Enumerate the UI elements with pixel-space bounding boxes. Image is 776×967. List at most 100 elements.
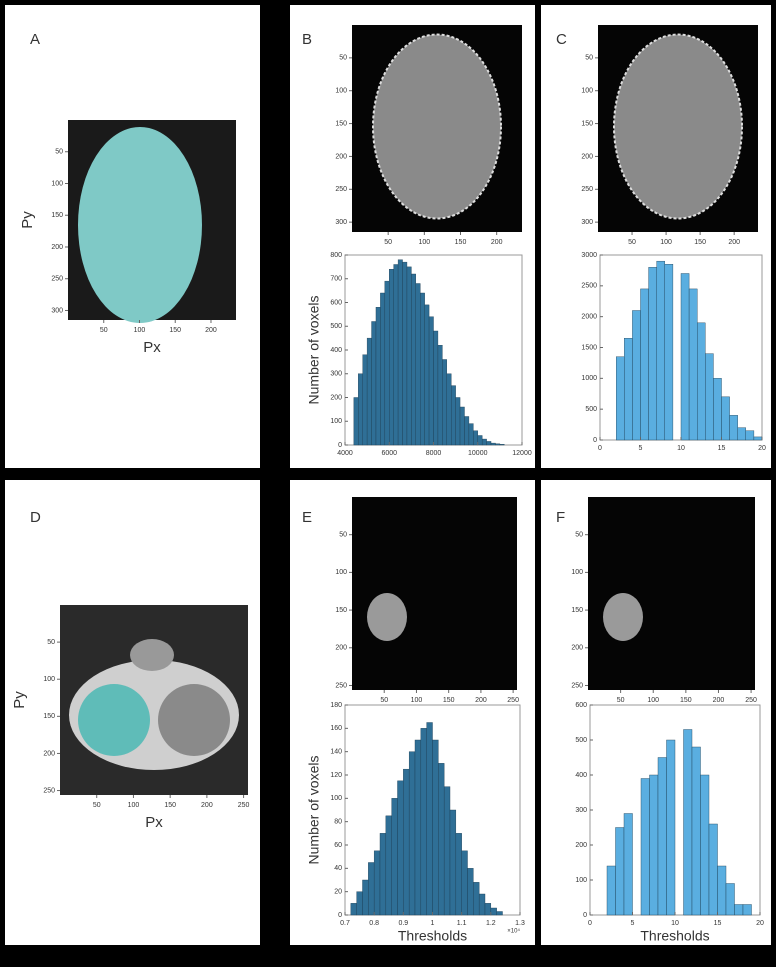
x-tick-label: 150 xyxy=(694,239,706,246)
y-tick-label: 300 xyxy=(330,371,342,378)
bar xyxy=(697,322,706,441)
y-tick-label: 50 xyxy=(339,532,347,539)
y-tick-label: 40 xyxy=(334,865,342,872)
bar xyxy=(705,353,714,441)
y-tick-label: 2500 xyxy=(581,283,597,290)
bar xyxy=(477,435,483,446)
y-tick-label: 200 xyxy=(571,645,583,652)
x-tick-label: 0.8 xyxy=(369,920,379,927)
bar xyxy=(490,442,496,446)
bar xyxy=(358,373,363,446)
bar xyxy=(420,728,427,916)
y-tick-label: 150 xyxy=(581,120,593,127)
y-tick-label: 60 xyxy=(334,842,342,849)
bar xyxy=(459,406,465,446)
panel-label: E xyxy=(302,509,312,526)
y-tick-label: 800 xyxy=(330,252,342,259)
y-tick-label: 300 xyxy=(581,219,593,226)
bar xyxy=(640,288,649,441)
y-tick-label: 100 xyxy=(43,676,55,683)
bar xyxy=(461,850,468,916)
y-tick-label: 140 xyxy=(330,749,342,756)
tissue xyxy=(130,639,174,671)
bar xyxy=(478,893,486,916)
x-tick-label: 50 xyxy=(384,239,392,246)
x-tick-label: 50 xyxy=(380,697,388,704)
x-axis-label: Px xyxy=(145,814,163,831)
bar xyxy=(737,427,747,441)
x-tick-label: 200 xyxy=(205,327,217,334)
bar xyxy=(713,378,722,441)
bar xyxy=(708,823,718,916)
tissue xyxy=(613,33,743,220)
y-tick-label: 150 xyxy=(51,212,63,219)
x-tick-label: 100 xyxy=(660,239,672,246)
panel-label: C xyxy=(556,31,567,48)
bar xyxy=(680,273,690,441)
x-multiplier: ×10⁴ xyxy=(507,928,520,935)
bar xyxy=(366,337,372,446)
panel-label: B xyxy=(302,31,312,48)
bar xyxy=(648,267,657,441)
y-tick-label: 50 xyxy=(55,149,63,156)
x-tick-label: 1.2 xyxy=(486,920,496,927)
bar xyxy=(379,833,387,916)
y-axis-label: Py xyxy=(11,691,28,709)
bar xyxy=(495,443,501,446)
y-tick-label: 700 xyxy=(330,276,342,283)
bar xyxy=(753,436,763,441)
y-tick-label: 300 xyxy=(51,307,63,314)
y-tick-label: 500 xyxy=(585,406,597,413)
y-tick-label: 150 xyxy=(335,120,347,127)
y-tick-label: 600 xyxy=(575,702,587,709)
bar xyxy=(432,739,439,916)
bar xyxy=(397,259,403,446)
tissue xyxy=(78,127,202,323)
bar xyxy=(615,827,625,916)
y-tick-label: 250 xyxy=(581,186,593,193)
y-axis-label: Py xyxy=(19,211,36,229)
bar xyxy=(742,904,752,916)
y-tick-label: 250 xyxy=(571,682,583,689)
bar xyxy=(656,260,666,441)
bar xyxy=(356,891,363,916)
bar xyxy=(414,739,422,916)
bar xyxy=(353,397,359,446)
x-tick-label: 0.7 xyxy=(340,920,350,927)
bar xyxy=(449,809,457,916)
y-tick-label: 500 xyxy=(575,737,587,744)
bar xyxy=(624,338,633,441)
bar xyxy=(683,729,693,916)
bar xyxy=(657,757,667,916)
bar xyxy=(688,288,698,441)
bar xyxy=(368,862,375,916)
y-tick-label: 100 xyxy=(330,795,342,802)
bar xyxy=(717,865,727,916)
x-tick-label: 15 xyxy=(714,920,722,927)
y-tick-label: 1500 xyxy=(581,344,597,351)
y-tick-label: 0 xyxy=(338,442,342,449)
x-tick-label: 12000 xyxy=(512,450,532,457)
bar xyxy=(623,813,633,916)
bar xyxy=(490,907,497,916)
y-tick-label: 200 xyxy=(51,244,63,251)
y-axis-label: Number of voxels xyxy=(306,296,322,405)
y-tick-label: 50 xyxy=(339,55,347,62)
bar xyxy=(745,430,755,441)
bar xyxy=(415,283,421,446)
y-tick-label: 50 xyxy=(585,55,593,62)
x-tick-label: 150 xyxy=(443,697,455,704)
bar xyxy=(380,292,386,446)
y-tick-label: 150 xyxy=(571,607,583,614)
bar xyxy=(484,903,492,916)
bar xyxy=(729,415,738,441)
bar xyxy=(362,879,369,916)
y-tick-label: 200 xyxy=(335,645,347,652)
bar xyxy=(350,903,357,916)
x-tick-label: 250 xyxy=(238,802,250,809)
bar xyxy=(375,307,381,446)
x-tick-label: 1.1 xyxy=(457,920,467,927)
x-tick-label: 150 xyxy=(164,802,176,809)
x-tick-label: 8000 xyxy=(426,450,442,457)
